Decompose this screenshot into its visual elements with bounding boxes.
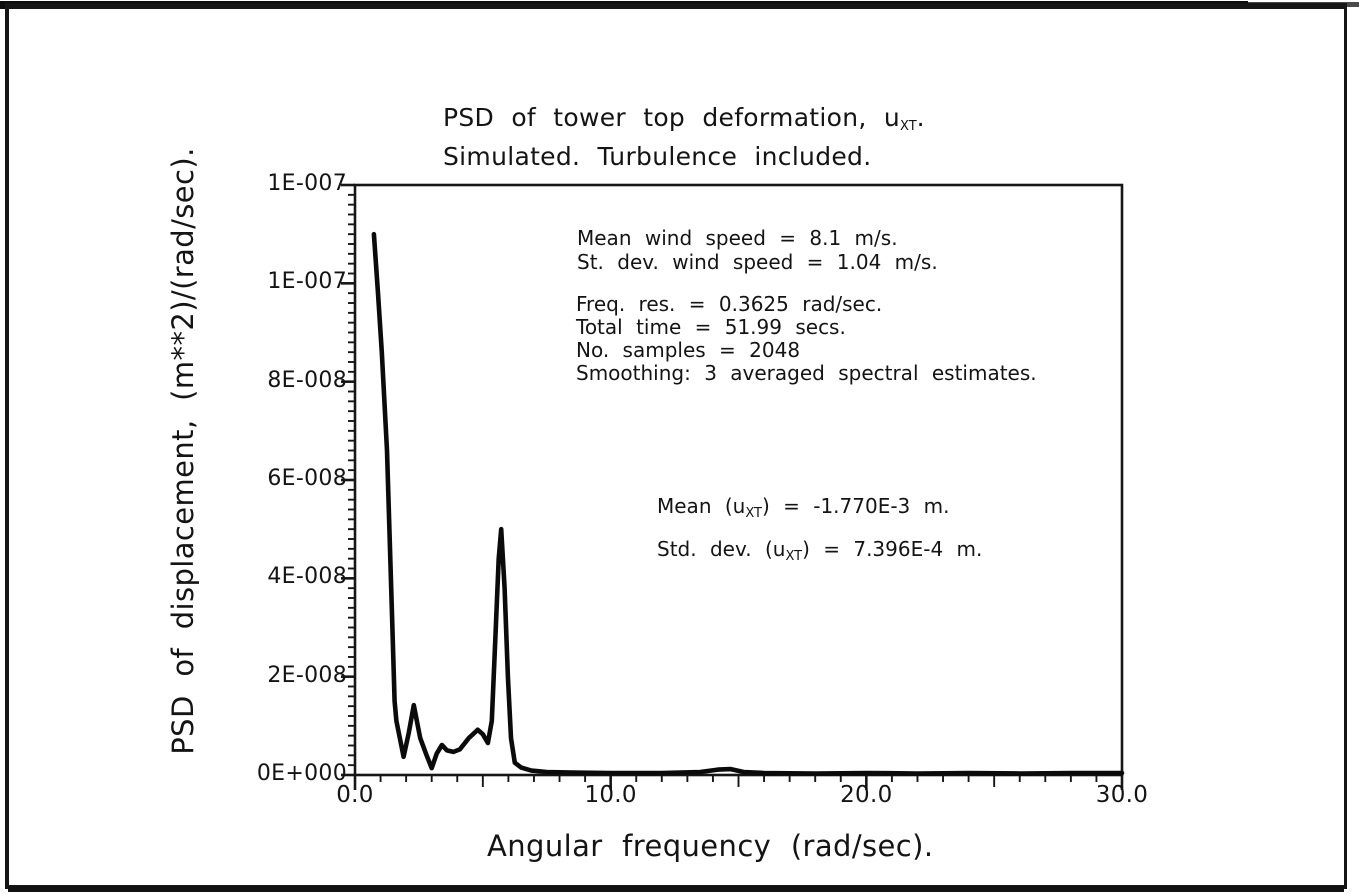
psd-curve	[371, 231, 1125, 776]
y-tick-label: 0E+000	[256, 761, 347, 786]
mean-subscript: XT	[745, 506, 762, 521]
y-tick-label: 4E-008	[267, 564, 347, 590]
chart-title-line1: PSD of tower top deformation, uXT.	[443, 103, 925, 142]
y-tick-label: 1E-007	[267, 269, 347, 295]
x-tick-label: 10.0	[584, 782, 637, 808]
y-tick-label: 8E-008	[267, 367, 347, 393]
scan-bottom-bar	[8, 886, 1344, 892]
title-text: PSD of tower top deformation, u	[443, 103, 901, 132]
annotation-line: Freq. res. = 0.3625 rad/sec.	[576, 292, 883, 316]
stddev-text: Std. dev. (u	[657, 537, 786, 561]
title-period: .	[916, 103, 925, 132]
title-subscript: XT	[900, 119, 917, 134]
annotation-line: Mean wind speed = 8.1 m/s.	[577, 226, 898, 250]
chart-title: PSD of tower top deformation, uXT. Simul…	[443, 103, 925, 172]
annotation-line: No. samples = 2048	[576, 338, 801, 362]
stddev-annotation: Std. dev. (uXT) = 7.396E-4 m.	[657, 537, 982, 564]
chart-title-line2: Simulated. Turbulence included.	[443, 142, 872, 171]
stddev-subscript: XT	[785, 549, 803, 564]
mean-annotation: Mean (uXT) = -1.770E-3 m.	[657, 494, 949, 521]
x-tick-label: 30.0	[1095, 782, 1149, 808]
x-tick-label: 0.0	[336, 782, 374, 808]
annotation-line: Total time = 51.99 secs.	[576, 315, 846, 339]
y-tick-label: 1E-007	[267, 171, 347, 196]
x-axis-title: Angular frequency (rad/sec).	[487, 829, 934, 863]
y-tick-label: 2E-008	[267, 662, 347, 688]
y-tick-label: 6E-008	[267, 466, 347, 491]
annotation-line: St. dev. wind speed = 1.04 m/s.	[577, 250, 938, 274]
annotation-line: Smoothing: 3 averaged spectral estimates…	[576, 361, 1037, 385]
y-axis-title: PSD of displacement, (m**2)/(rad/sec).	[166, 147, 200, 755]
wind-annotation-block: Mean wind speed = 8.1 m/s. St. dev. wind…	[577, 226, 938, 274]
mean-value: ) = -1.770E-3 m.	[761, 494, 950, 518]
processing-annotation-block: Freq. res. = 0.3625 rad/sec. Total time …	[576, 293, 1037, 385]
x-tick-label: 20.0	[840, 782, 893, 808]
mean-text: Mean (u	[657, 494, 746, 518]
stddev-value: ) = 7.396E-4 m.	[802, 537, 983, 561]
